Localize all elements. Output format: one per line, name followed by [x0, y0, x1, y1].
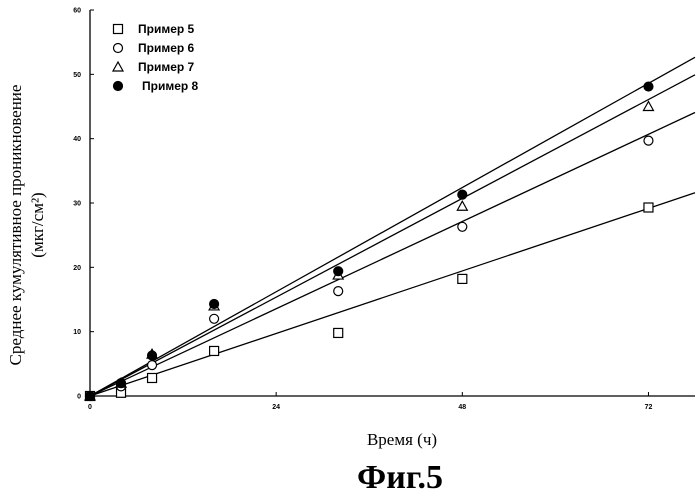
legend-label: Пример 7 — [138, 60, 195, 74]
open-circle-marker — [334, 287, 343, 296]
y-axis-title: Среднее кумулятивное проникновение — [6, 85, 25, 366]
square-marker — [458, 274, 467, 283]
open-circle-marker — [114, 44, 123, 53]
x-tick-label: 72 — [645, 404, 653, 411]
filled-circle-marker — [210, 300, 219, 309]
x-tick-label: 0 — [88, 404, 92, 411]
filled-circle-marker — [334, 267, 343, 276]
square-marker — [334, 328, 343, 337]
open-circle-marker — [458, 222, 467, 231]
x-axis-title: Время (ч) — [367, 430, 437, 449]
filled-circle-marker — [458, 190, 467, 199]
filled-circle-marker — [644, 82, 653, 91]
fit-line — [90, 57, 695, 396]
x-tick-label: 48 — [458, 404, 466, 411]
x-tick-label: 24 — [272, 404, 280, 411]
legend-label: Пример 6 — [138, 41, 195, 55]
triangle-marker — [643, 102, 653, 111]
triangle-marker — [457, 201, 467, 210]
square-marker — [114, 25, 123, 34]
y-axis: 0 10 20 30 40 50 60 — [73, 8, 94, 401]
open-circle-marker — [148, 361, 157, 370]
fit-line — [90, 193, 695, 396]
fit-lines — [90, 57, 695, 396]
open-circle-marker — [210, 314, 219, 323]
fit-line — [90, 112, 695, 396]
legend-label: Пример 8 — [142, 79, 199, 93]
y-tick-label: 20 — [73, 265, 81, 272]
legend: Пример 5 Пример 6 Пример 7 Пример 8 — [113, 22, 199, 93]
filled-circle-marker — [117, 379, 126, 388]
open-circle-marker — [644, 136, 653, 145]
figure-label: Фиг.5 — [357, 459, 443, 496]
y-tick-label: 0 — [77, 394, 81, 401]
x-axis: 0 24 48 72 — [88, 392, 652, 411]
y-tick-label: 40 — [73, 136, 81, 143]
triangle-marker — [113, 62, 123, 71]
y-tick-label: 60 — [73, 8, 81, 15]
legend-label: Пример 5 — [138, 22, 195, 36]
square-marker — [644, 203, 653, 212]
y-tick-label: 30 — [73, 201, 81, 208]
y-tick-label: 50 — [73, 72, 81, 79]
fit-line — [90, 75, 695, 396]
y-axis-unit: (мкг/см²) — [28, 192, 47, 257]
filled-circle-marker — [114, 82, 123, 91]
filled-circle-marker — [148, 351, 157, 360]
square-marker — [148, 373, 157, 382]
y-tick-label: 10 — [73, 329, 81, 336]
square-marker — [210, 346, 219, 355]
filled-circle-marker — [86, 392, 95, 401]
